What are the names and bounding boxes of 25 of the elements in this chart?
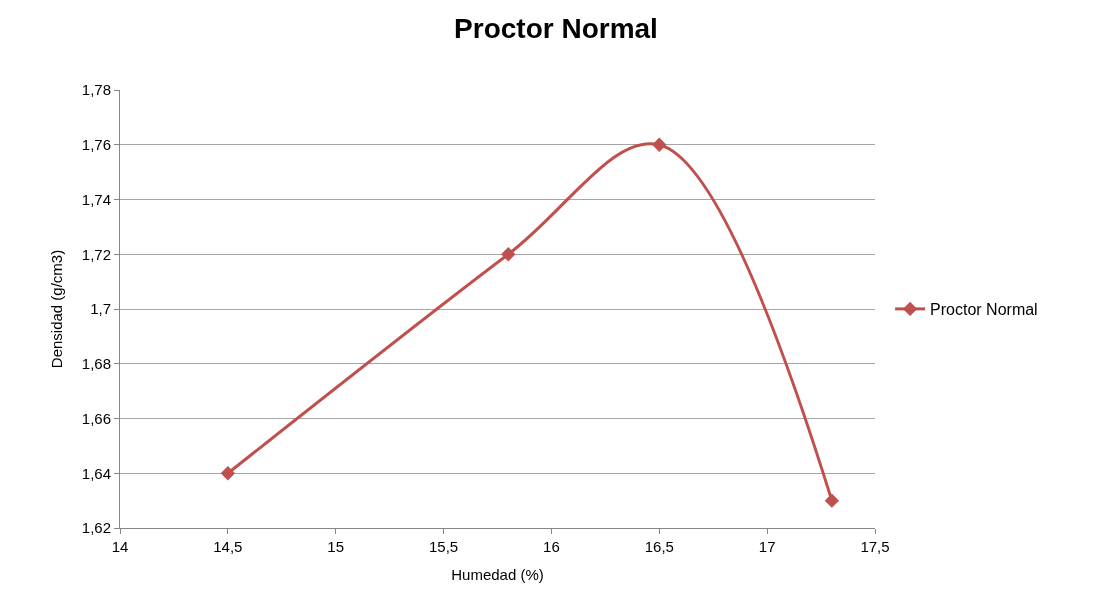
point: [501, 247, 516, 262]
x-tick-label: 15: [327, 538, 345, 555]
x-tick-label: 17: [758, 538, 776, 555]
x-tick-label: 17,5: [860, 538, 890, 555]
point: [220, 466, 236, 481]
x-tick-label: 15,5: [428, 538, 459, 555]
y-tick-label: 1,68: [81, 355, 111, 372]
y-tick-label: 1,76: [81, 136, 111, 153]
y-tick-label: 1,62: [81, 519, 111, 537]
y-axis-title: Densidad (g/cm3): [48, 249, 66, 369]
x-axis-title: Humedad (%): [451, 566, 544, 583]
x-tick-label: 16: [543, 538, 560, 555]
y-tick-label: 1,72: [81, 245, 111, 263]
point: [824, 493, 840, 508]
legend-label: Proctor Normal: [930, 301, 1038, 319]
x-tick-label: 14: [111, 538, 129, 555]
y-tick-label: 1,78: [81, 81, 111, 99]
y-tick-label: 1,7: [90, 300, 111, 318]
point: [652, 137, 667, 152]
x-tick-label: 16,5: [644, 538, 674, 555]
chart-title: Proctor Normal: [454, 12, 658, 44]
x-tick-label: 14,5: [213, 538, 243, 555]
y-tick-label: 1,74: [81, 190, 111, 208]
y-tick-label: 1,66: [81, 409, 111, 427]
y-tick-label: 1,64: [81, 464, 111, 482]
